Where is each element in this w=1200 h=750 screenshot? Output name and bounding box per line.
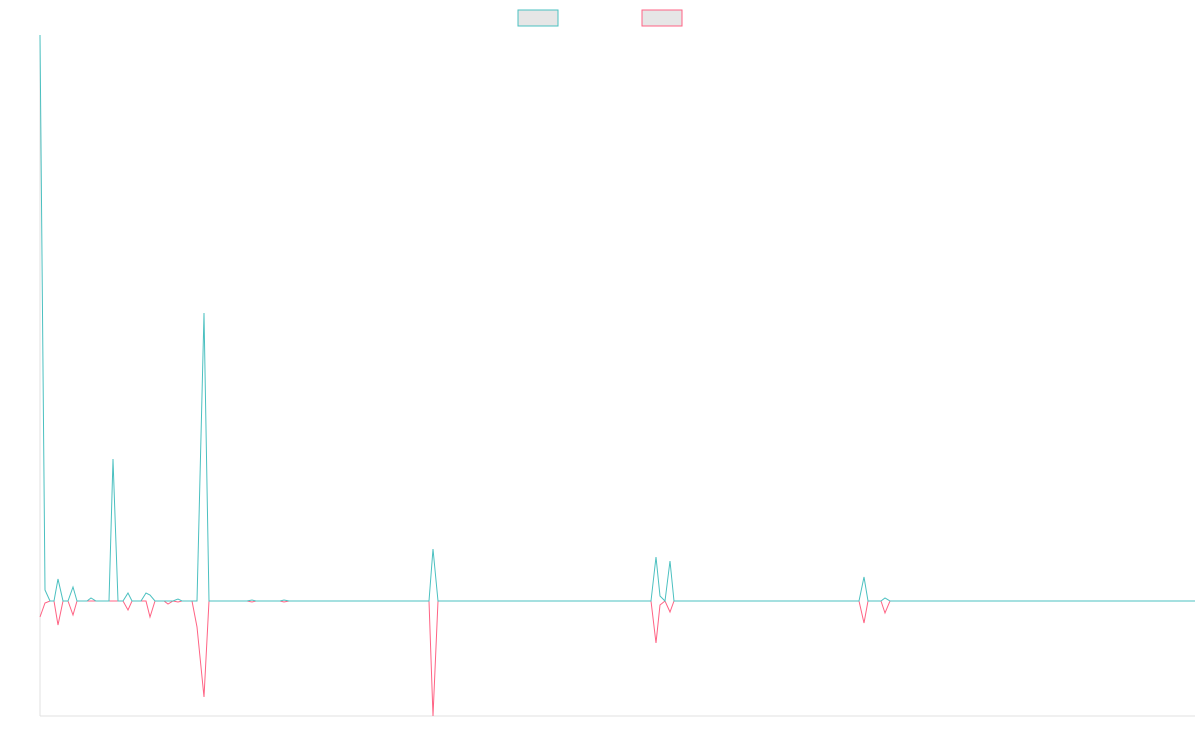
- line-series: [39, 600, 1195, 717]
- legend-swatch[interactable]: [517, 9, 559, 27]
- line-series: [39, 34, 1195, 603]
- legend-swatch[interactable]: [641, 9, 683, 27]
